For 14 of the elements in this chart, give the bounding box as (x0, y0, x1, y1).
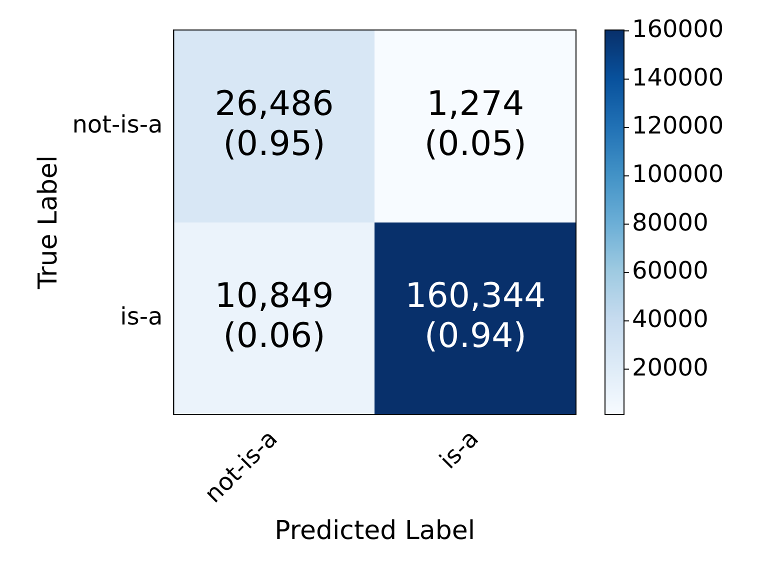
color-bar-label: 60000 (632, 256, 708, 285)
data-label: 26,486 (0.95) (214, 84, 334, 164)
color-bar-label: 20000 (632, 353, 708, 382)
color-bar-label: 140000 (632, 63, 724, 92)
data-label: 1,274 (0.05) (424, 84, 527, 164)
color-bar-label: 40000 (632, 305, 708, 334)
color-bar-label: 100000 (632, 160, 724, 188)
data-label: 160,344 (0.94) (405, 276, 546, 356)
color-bar-label: 80000 (632, 208, 708, 236)
color-bar-label: 160000 (632, 15, 724, 44)
data-label: 10,849 (0.06) (214, 276, 334, 356)
x-axis-title: Predicted Label (274, 516, 476, 546)
y-axis-title: True Label (33, 155, 64, 290)
color-bar-label: 120000 (632, 112, 724, 140)
